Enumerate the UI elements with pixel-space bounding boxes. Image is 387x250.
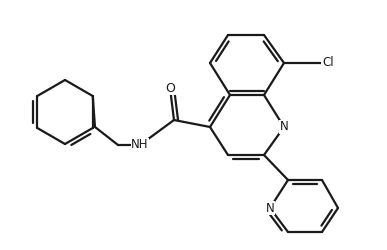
Text: N: N (280, 120, 288, 134)
Text: Cl: Cl (322, 56, 334, 70)
Text: O: O (165, 82, 175, 94)
Text: NH: NH (131, 138, 149, 151)
Text: N: N (265, 202, 274, 214)
